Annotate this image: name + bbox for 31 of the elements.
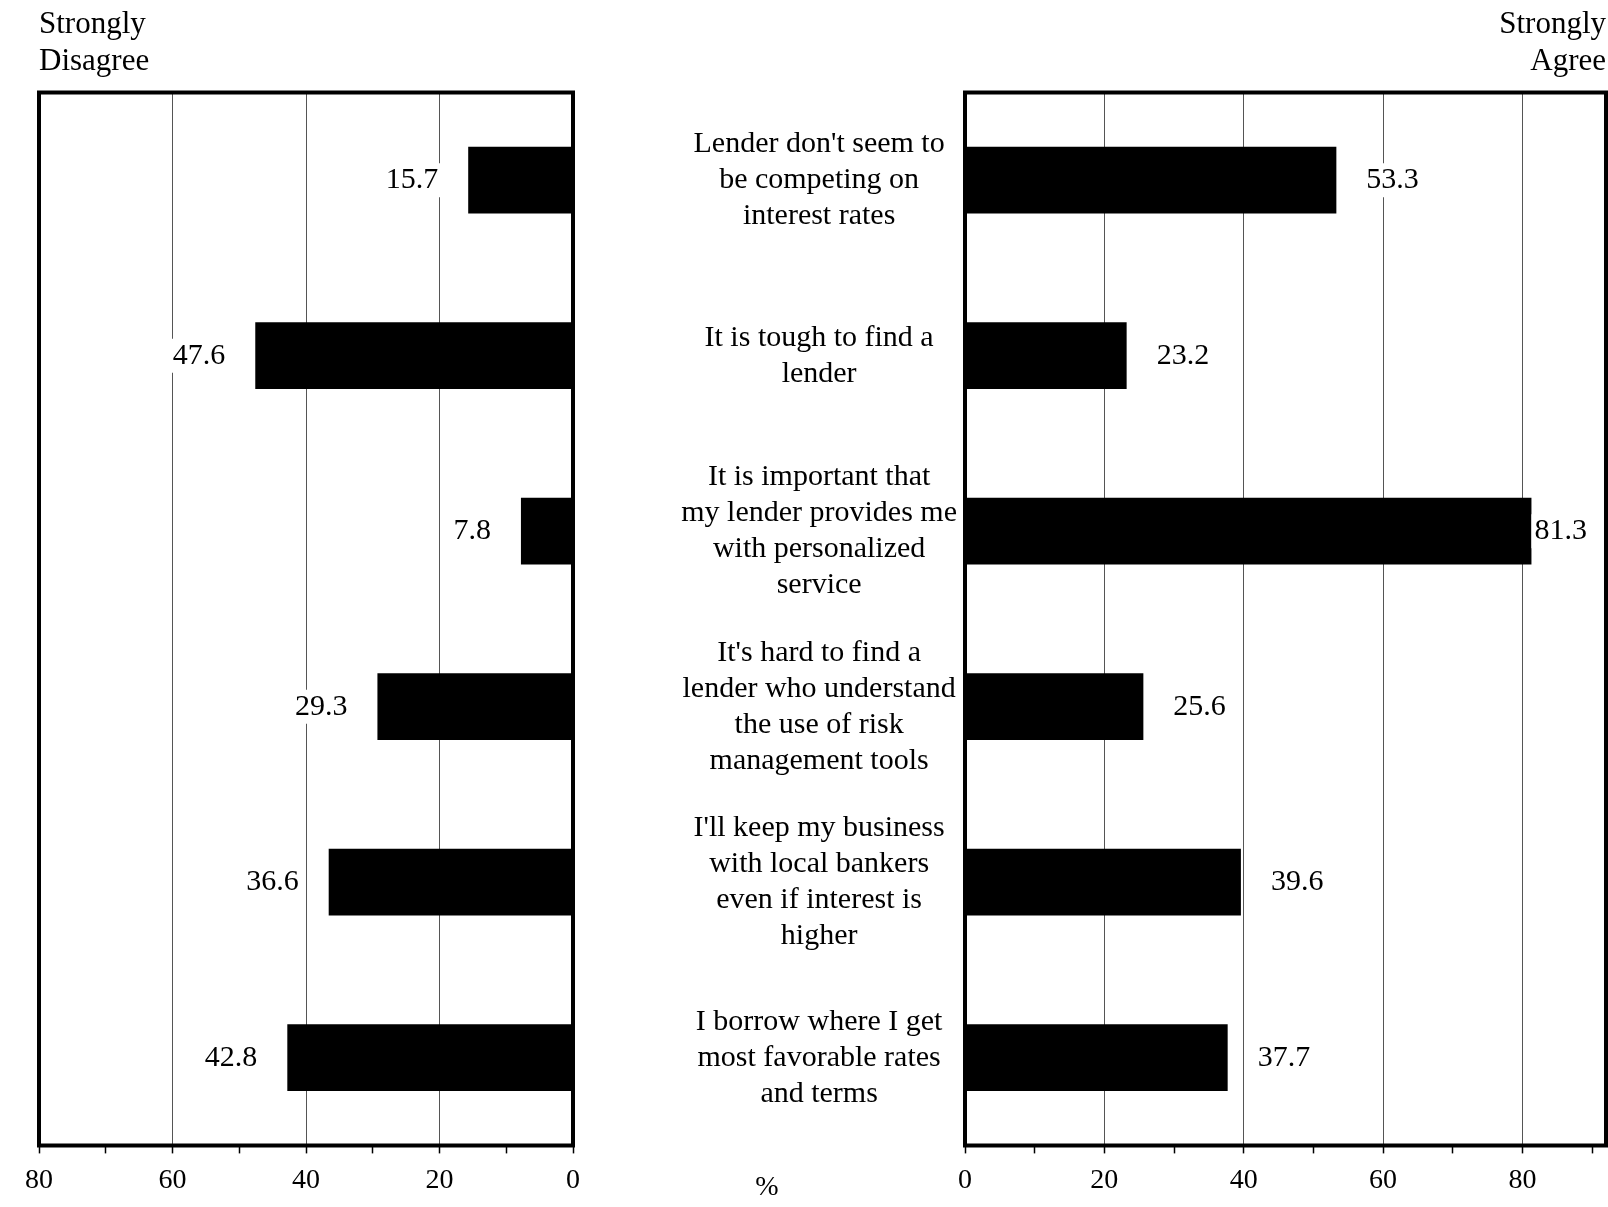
x-tick-label: 0 — [566, 1162, 580, 1194]
chart-title: Strongly Disagree — [39, 4, 150, 77]
data-label: 81.3 — [1534, 512, 1587, 546]
y-tick-label: It is tough to find a lender — [704, 318, 934, 388]
x-axis-title: % — [755, 1170, 779, 1202]
data-label: 37.7 — [1257, 1038, 1311, 1072]
chart-title: Strongly Agree — [1499, 4, 1607, 77]
data-label: 53.3 — [1366, 161, 1419, 195]
data-label: 47.6 — [172, 336, 226, 370]
data-label: 29.3 — [294, 687, 348, 721]
x-tick-label: 20 — [425, 1162, 454, 1194]
data-label: 42.8 — [204, 1038, 258, 1072]
x-tick-label: 20 — [1090, 1162, 1119, 1194]
data-label: 7.8 — [453, 512, 491, 546]
y-tick-label: Lender don't seem to be competing on interest rates — [693, 125, 945, 231]
data-label: 25.6 — [1173, 687, 1226, 721]
x-tick-label: 80 — [25, 1162, 53, 1194]
y-tick-label: I borrow where I get most favorable rates and terms — [695, 1002, 944, 1108]
y-tick-label: It is important that my lender provides me with personalized service — [681, 458, 957, 600]
x-tick-label: 80 — [1508, 1162, 1537, 1194]
data-label: 15.7 — [385, 161, 439, 195]
x-tick-label: 60 — [1369, 1162, 1398, 1194]
x-tick-label: 60 — [158, 1162, 187, 1194]
data-label: 39.6 — [1270, 863, 1324, 897]
data-label: 23.2 — [1156, 336, 1210, 370]
x-tick-label: 0 — [958, 1162, 972, 1194]
x-tick-label: 40 — [1229, 1162, 1258, 1194]
y-tick-label: It's hard to find a lender who understand the use of risk management tools — [682, 633, 956, 775]
x-tick-label: 40 — [292, 1162, 320, 1194]
y-tick-label: I'll keep my business with local bankers even if interest is higher — [693, 809, 945, 951]
data-label: 36.6 — [246, 863, 299, 897]
